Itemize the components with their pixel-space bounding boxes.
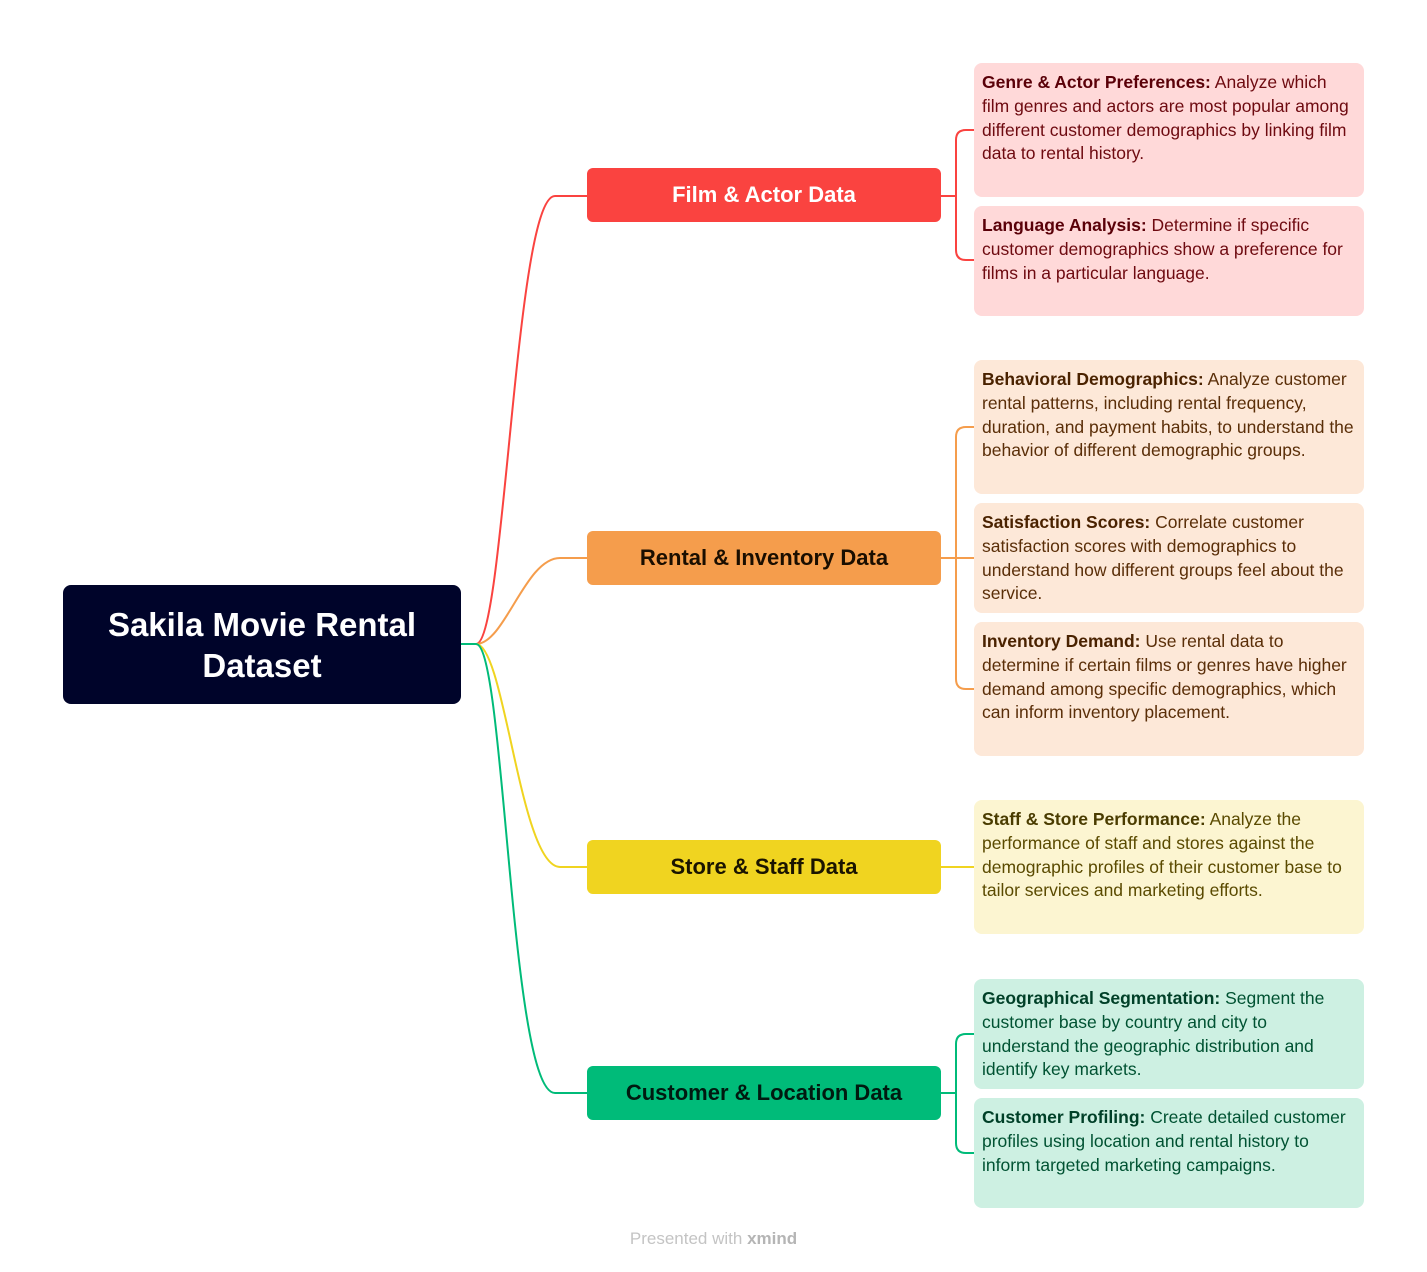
leaf-inventory-demand[interactable]: Inventory Demand: Use rental data to det… bbox=[974, 622, 1364, 756]
leaf-title: Satisfaction Scores: bbox=[982, 512, 1151, 532]
leaf-title: Staff & Store Performance: bbox=[982, 809, 1206, 829]
leaf-customer-profiling[interactable]: Customer Profiling: Create detailed cust… bbox=[974, 1098, 1364, 1208]
footer-attribution: Presented with xmind bbox=[0, 1229, 1427, 1249]
xmind-logo[interactable]: xmind bbox=[747, 1229, 798, 1248]
leaf-title: Genre & Actor Preferences: bbox=[982, 72, 1211, 92]
leaf-text: Analyze customer rental patterns, includ… bbox=[982, 369, 1354, 461]
leaf-title: Geographical Segmentation: bbox=[982, 988, 1221, 1008]
footer-prefix: Presented with bbox=[629, 1229, 748, 1248]
leaf-title: Behavioral Demographics: bbox=[982, 369, 1204, 389]
leaf-satisfaction-scores[interactable]: Satisfaction Scores: Correlate customer … bbox=[974, 503, 1364, 613]
leaf-text: Create detailed customer profiles using … bbox=[982, 1107, 1346, 1175]
branch-label: Customer & Location Data bbox=[625, 1080, 903, 1105]
leaf-text: Correlate customer satisfaction scores w… bbox=[982, 512, 1344, 604]
leaf-text: Segment the customer base by country and… bbox=[982, 988, 1325, 1080]
leaf-language-analysis[interactable]: Language Analysis: Determine if specific… bbox=[974, 206, 1364, 316]
connector-film-leaves bbox=[941, 129, 974, 261]
connector-root-customer bbox=[461, 643, 587, 1094]
leaf-behavioral-demographics[interactable]: Behavioral Demographics: Analyze custome… bbox=[974, 360, 1364, 494]
branch-label: Rental & Inventory Data bbox=[639, 545, 889, 570]
connector-root-rental bbox=[475, 557, 587, 645]
leaf-genre-actor-preferences[interactable]: Genre & Actor Preferences: Analyze which… bbox=[974, 63, 1364, 197]
branch-label: Store & Staff Data bbox=[670, 854, 858, 879]
leaf-title: Language Analysis: bbox=[982, 215, 1147, 235]
leaf-text: Determine if specific customer demograph… bbox=[982, 215, 1343, 283]
leaf-title: Customer Profiling: bbox=[982, 1107, 1146, 1127]
branch-label: Film & Actor Data bbox=[672, 182, 856, 207]
leaf-text: Analyze the performance of staff and sto… bbox=[982, 809, 1342, 901]
connector-rental-leaves bbox=[941, 426, 974, 690]
branch-store-staff-data[interactable]: Store & Staff Data bbox=[587, 840, 941, 894]
root-topic-label: Sakila Movie Rental Dataset bbox=[107, 605, 417, 684]
branch-customer-location-data[interactable]: Customer & Location Data bbox=[587, 1066, 941, 1120]
leaf-text: Analyze which film genres and actors are… bbox=[982, 72, 1349, 164]
leaf-title: Inventory Demand: bbox=[982, 631, 1141, 651]
root-topic[interactable]: Sakila Movie Rental Dataset bbox=[63, 585, 461, 704]
branch-film-actor-data[interactable]: Film & Actor Data bbox=[587, 168, 941, 222]
connector-root-store bbox=[475, 643, 587, 868]
connector-root-film bbox=[461, 195, 587, 645]
leaf-geographical-segmentation[interactable]: Geographical Segmentation: Segment the c… bbox=[974, 979, 1364, 1089]
leaf-staff-store-performance[interactable]: Staff & Store Performance: Analyze the p… bbox=[974, 800, 1364, 934]
branch-rental-inventory-data[interactable]: Rental & Inventory Data bbox=[587, 531, 941, 585]
leaf-text: Use rental data to determine if certain … bbox=[982, 631, 1347, 723]
connector-customer-leaves bbox=[941, 1033, 974, 1154]
